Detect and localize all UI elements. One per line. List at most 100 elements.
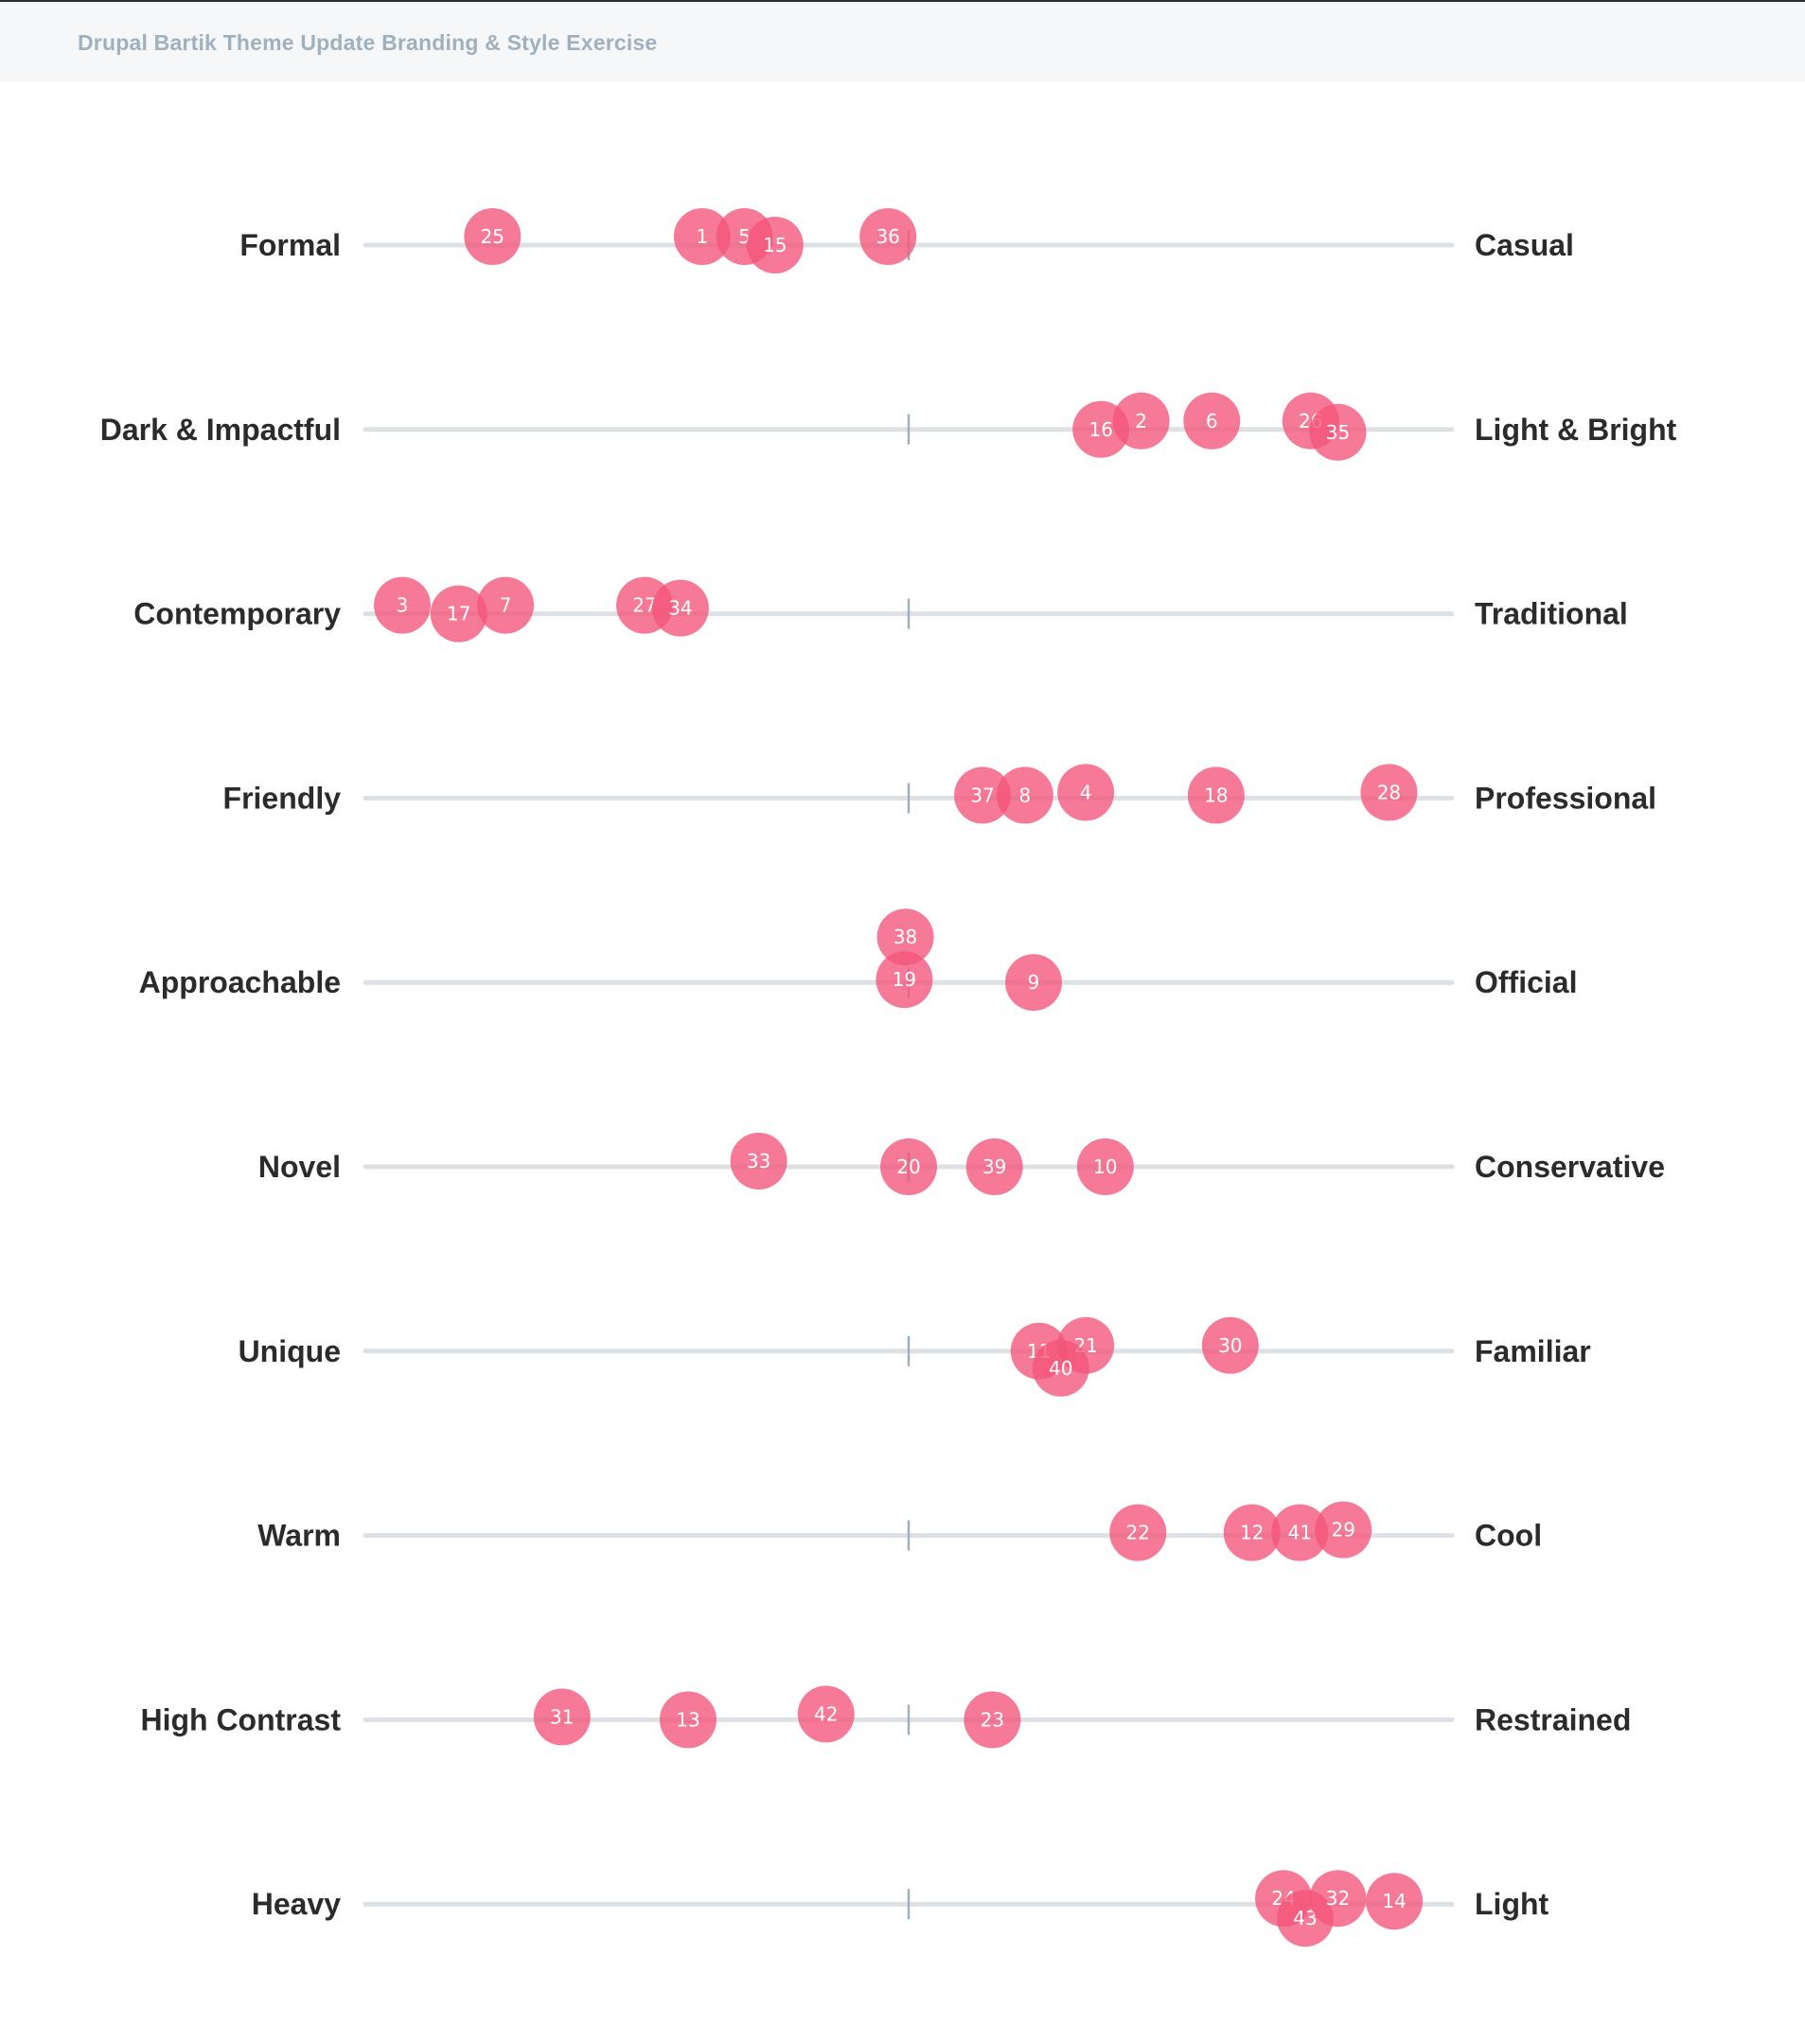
response-dot: 8	[996, 766, 1053, 824]
response-dot-circle	[1271, 1504, 1329, 1561]
scale-right-label: Cool	[1475, 1519, 1542, 1553]
scale-row: Approachable Official 38 19 9	[139, 908, 1577, 1012]
response-dot-circle	[1309, 403, 1367, 461]
response-dot: 17	[430, 585, 487, 643]
scale-right-label: Light	[1475, 1887, 1549, 1921]
response-dot-circle	[1109, 1504, 1167, 1561]
response-dot-circle	[1057, 764, 1115, 821]
response-dot-circle	[1076, 1138, 1134, 1195]
response-dot: 22	[1109, 1504, 1167, 1561]
response-dot: 18	[1187, 766, 1245, 824]
response-dot: 14	[1366, 1873, 1424, 1930]
scale-left-label: Novel	[258, 1150, 341, 1184]
response-dot: 19	[876, 951, 933, 1009]
scale-left-label: Warm	[257, 1519, 341, 1553]
scale-left-label: Approachable	[139, 965, 341, 999]
scale-right-label: Conservative	[1475, 1150, 1665, 1184]
response-dot: 2	[1112, 392, 1170, 449]
response-dot-circle	[965, 1138, 1023, 1195]
response-dot: 41	[1271, 1504, 1329, 1561]
response-dot-circle	[477, 576, 535, 634]
scale-right-label: Restrained	[1475, 1702, 1631, 1736]
scale-right-label: Familiar	[1475, 1334, 1591, 1368]
response-dot-label: 7	[500, 594, 512, 617]
response-dot-label: 23	[981, 1708, 1004, 1731]
response-dot-label: 13	[676, 1708, 699, 1731]
response-dot-circle	[651, 579, 709, 637]
response-dot-circle	[533, 1688, 591, 1746]
response-dot-circle	[1223, 1504, 1281, 1561]
response-dot-label: 19	[893, 968, 916, 991]
response-dot-label: 25	[481, 225, 504, 248]
response-dot: 3	[374, 576, 432, 634]
response-dot: 38	[876, 908, 934, 966]
response-dot-circle	[1005, 954, 1063, 1012]
scale-right-label: Casual	[1475, 228, 1574, 262]
scale-left-label: Formal	[239, 228, 341, 262]
scale-left-label: High Contrast	[140, 1702, 341, 1736]
scale-row: High Contrast Restrained 31 13 42 23	[140, 1685, 1631, 1749]
response-dot: 40	[1032, 1339, 1089, 1397]
response-dot: 12	[1223, 1504, 1281, 1561]
response-dot-circle	[954, 766, 1012, 824]
response-dot-circle	[996, 766, 1053, 824]
response-dot-label: 32	[1326, 1887, 1350, 1910]
scale-right-label: Light & Bright	[1475, 413, 1677, 447]
scale-right-label: Professional	[1475, 781, 1656, 815]
response-dot: 42	[797, 1685, 855, 1743]
response-dot: 9	[1005, 954, 1063, 1012]
scale-left-label: Unique	[239, 1334, 341, 1368]
response-dot-circle	[859, 208, 917, 265]
response-dot: 15	[746, 217, 804, 273]
response-dot-label: 38	[894, 925, 917, 948]
response-dot: 29	[1315, 1501, 1372, 1559]
response-dot-label: 2	[1135, 410, 1147, 432]
response-dot-circle	[659, 1691, 717, 1749]
response-dot-label: 28	[1377, 781, 1401, 803]
response-dot-label: 1	[697, 225, 709, 248]
scale-left-label: Dark & Impactful	[100, 413, 341, 447]
response-dot: 39	[965, 1138, 1023, 1195]
scale-right-label: Traditional	[1475, 597, 1628, 631]
scale-row: Warm Cool 22 12 41 29	[257, 1501, 1542, 1561]
response-dot-label: 6	[1206, 410, 1218, 432]
page-title: Drupal Bartik Theme Update Branding & St…	[78, 30, 658, 55]
response-dot-label: 36	[876, 225, 899, 248]
response-dot-circle	[797, 1685, 855, 1743]
response-dot-circle	[746, 217, 804, 273]
response-dot: 13	[659, 1691, 717, 1749]
response-dot-label: 29	[1331, 1519, 1354, 1542]
response-dot-circle	[374, 576, 432, 634]
scale-left-label: Heavy	[252, 1887, 342, 1921]
response-dot-label: 4	[1080, 781, 1092, 803]
response-dot-label: 37	[970, 784, 994, 806]
response-dot-label: 31	[550, 1705, 574, 1728]
response-dot-circle	[1183, 392, 1241, 449]
response-dot-label: 15	[763, 234, 787, 256]
response-dot-circle	[673, 208, 731, 265]
response-dot: 10	[1076, 1138, 1134, 1195]
response-dot: 25	[464, 208, 522, 265]
response-dot: 31	[533, 1688, 591, 1746]
response-dot-label: 20	[896, 1155, 920, 1178]
response-dot-circle	[730, 1133, 787, 1189]
response-dot-circle	[464, 208, 522, 265]
response-dot: 34	[651, 579, 709, 637]
response-dot: 4	[1057, 764, 1115, 821]
response-dot-label: 8	[1018, 784, 1031, 806]
scale-row: Friendly Professional 37 8 4 18 28	[223, 764, 1656, 824]
response-dot-circle	[1032, 1339, 1089, 1397]
response-dot-label: 12	[1240, 1522, 1264, 1544]
scale-left-label: Friendly	[223, 781, 342, 815]
response-dot: 23	[964, 1691, 1021, 1749]
response-dot-circle	[876, 908, 934, 966]
response-dot-circle	[1201, 1316, 1259, 1374]
response-dot-label: 42	[814, 1702, 838, 1725]
response-dot-label: 35	[1326, 421, 1350, 444]
response-dot-circle	[430, 585, 487, 643]
response-dot: 1	[673, 208, 731, 265]
response-dot-circle	[1315, 1501, 1372, 1559]
